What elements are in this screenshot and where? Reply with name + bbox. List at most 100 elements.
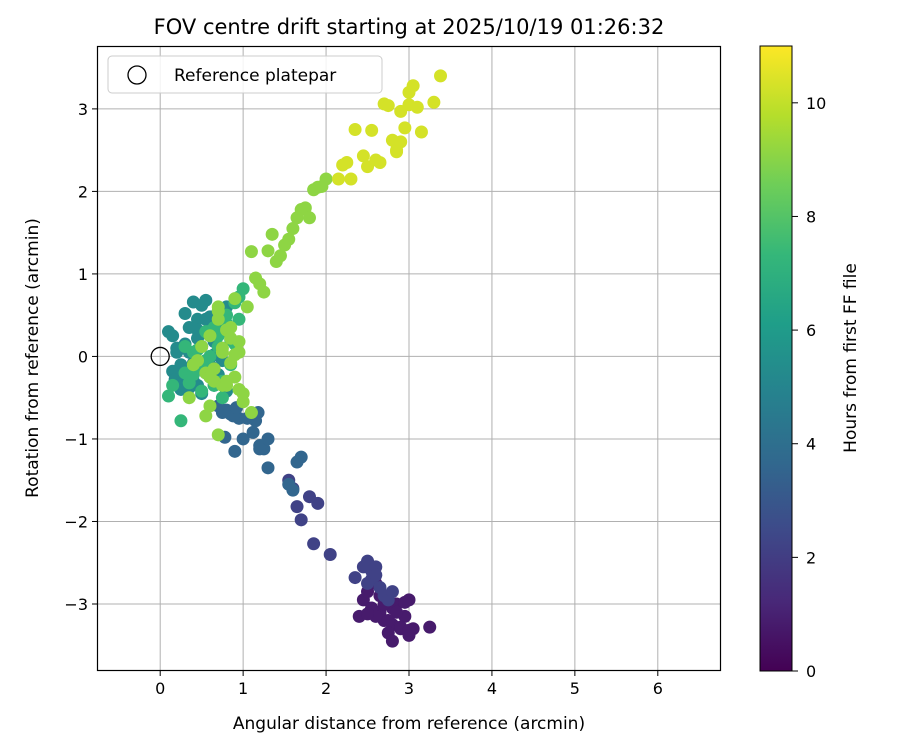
- y-tick-label: −1: [64, 430, 88, 449]
- x-tick-label: 0: [155, 679, 165, 698]
- data-point: [199, 409, 213, 423]
- data-point: [182, 391, 196, 405]
- legend-marker: [127, 65, 147, 85]
- data-point: [323, 547, 337, 561]
- data-point: [161, 389, 175, 403]
- data-point: [220, 374, 234, 388]
- data-point: [195, 384, 209, 398]
- data-point: [298, 201, 312, 215]
- data-point: [385, 585, 399, 599]
- data-point: [228, 444, 242, 458]
- data-point: [265, 227, 279, 241]
- y-tick-label: −2: [64, 512, 88, 531]
- data-point: [361, 576, 375, 590]
- colorbar-tick-label: 4: [806, 435, 816, 454]
- data-point: [178, 340, 192, 354]
- data-point: [398, 595, 412, 609]
- data-point: [332, 172, 346, 186]
- data-point: [178, 307, 192, 321]
- reference-marker: [150, 346, 170, 367]
- data-point: [228, 348, 242, 362]
- data-point: [402, 623, 416, 637]
- data-point: [236, 282, 250, 296]
- x-axis-ticks: 0 1 2 3 4 5 6: [155, 670, 663, 698]
- data-point: [390, 605, 404, 619]
- data-point: [302, 490, 316, 504]
- data-point: [414, 125, 428, 139]
- x-tick-label: 4: [487, 679, 497, 698]
- y-tick-label: 0: [78, 347, 88, 366]
- data-point: [195, 298, 209, 312]
- data-point: [203, 399, 217, 413]
- data-point: [307, 537, 321, 551]
- data-point: [290, 500, 304, 514]
- y-tick-label: 3: [78, 100, 88, 119]
- data-point: [434, 69, 448, 83]
- legend-label: Reference platepar: [174, 66, 336, 86]
- y-tick-label: −3: [64, 595, 88, 614]
- x-tick-label: 5: [570, 679, 580, 698]
- data-point: [319, 172, 333, 186]
- data-point: [427, 95, 441, 109]
- data-point: [174, 414, 188, 428]
- data-point: [348, 123, 362, 137]
- data-point: [394, 135, 408, 149]
- data-point: [398, 121, 412, 135]
- colorbar-tick-label: 2: [806, 548, 816, 567]
- data-point: [356, 149, 370, 163]
- x-tick-label: 1: [238, 679, 248, 698]
- data-point: [195, 340, 209, 354]
- data-point: [261, 432, 275, 446]
- data-point: [246, 425, 260, 439]
- data-point: [286, 222, 300, 236]
- data-point: [186, 358, 200, 372]
- data-point: [361, 607, 375, 621]
- y-axis-label: Rotation from reference (arcmin): [23, 218, 43, 498]
- y-axis-ticks: −3 −2 −1 0 1 2 3: [64, 100, 98, 614]
- data-point: [211, 428, 225, 442]
- data-point: [215, 345, 229, 359]
- data-point: [273, 249, 287, 263]
- x-tick-label: 6: [653, 679, 663, 698]
- data-point: [381, 99, 395, 113]
- data-point: [373, 156, 387, 170]
- data-point: [390, 145, 404, 159]
- data-point: [369, 568, 383, 582]
- data-point: [228, 292, 242, 306]
- legend: Reference platepar: [107, 55, 383, 94]
- data-point: [244, 406, 258, 420]
- data-point: [211, 300, 225, 314]
- data-point: [236, 395, 250, 409]
- x-tick-label: 2: [321, 679, 331, 698]
- data-point: [340, 156, 354, 170]
- data-point: [215, 391, 229, 405]
- colorbar: [759, 45, 793, 672]
- data-point: [166, 378, 180, 392]
- data-point: [294, 450, 308, 464]
- reference-point-layer: [150, 346, 170, 367]
- data-point: [381, 613, 395, 627]
- data-point: [348, 571, 362, 585]
- data-point: [236, 432, 250, 446]
- data-point: [286, 483, 300, 497]
- data-point: [402, 98, 416, 112]
- data-point: [253, 442, 267, 456]
- data-point: [203, 370, 217, 384]
- data-point: [406, 79, 420, 93]
- x-axis-label: Angular distance from reference (arcmin): [233, 714, 585, 734]
- data-point: [344, 172, 358, 186]
- colorbar-tick-label: 0: [806, 662, 816, 681]
- data-point: [282, 232, 296, 246]
- data-point: [294, 513, 308, 527]
- colorbar-label: Hours from first FF file: [841, 263, 861, 453]
- data-point: [232, 312, 246, 326]
- data-point: [257, 285, 271, 299]
- y-tick-label: 2: [78, 182, 88, 201]
- data-point: [186, 368, 200, 382]
- colorbar-tick-label: 6: [806, 321, 816, 340]
- data-point: [385, 634, 399, 648]
- colorbar-tick-label: 8: [806, 207, 816, 226]
- data-point: [224, 331, 238, 345]
